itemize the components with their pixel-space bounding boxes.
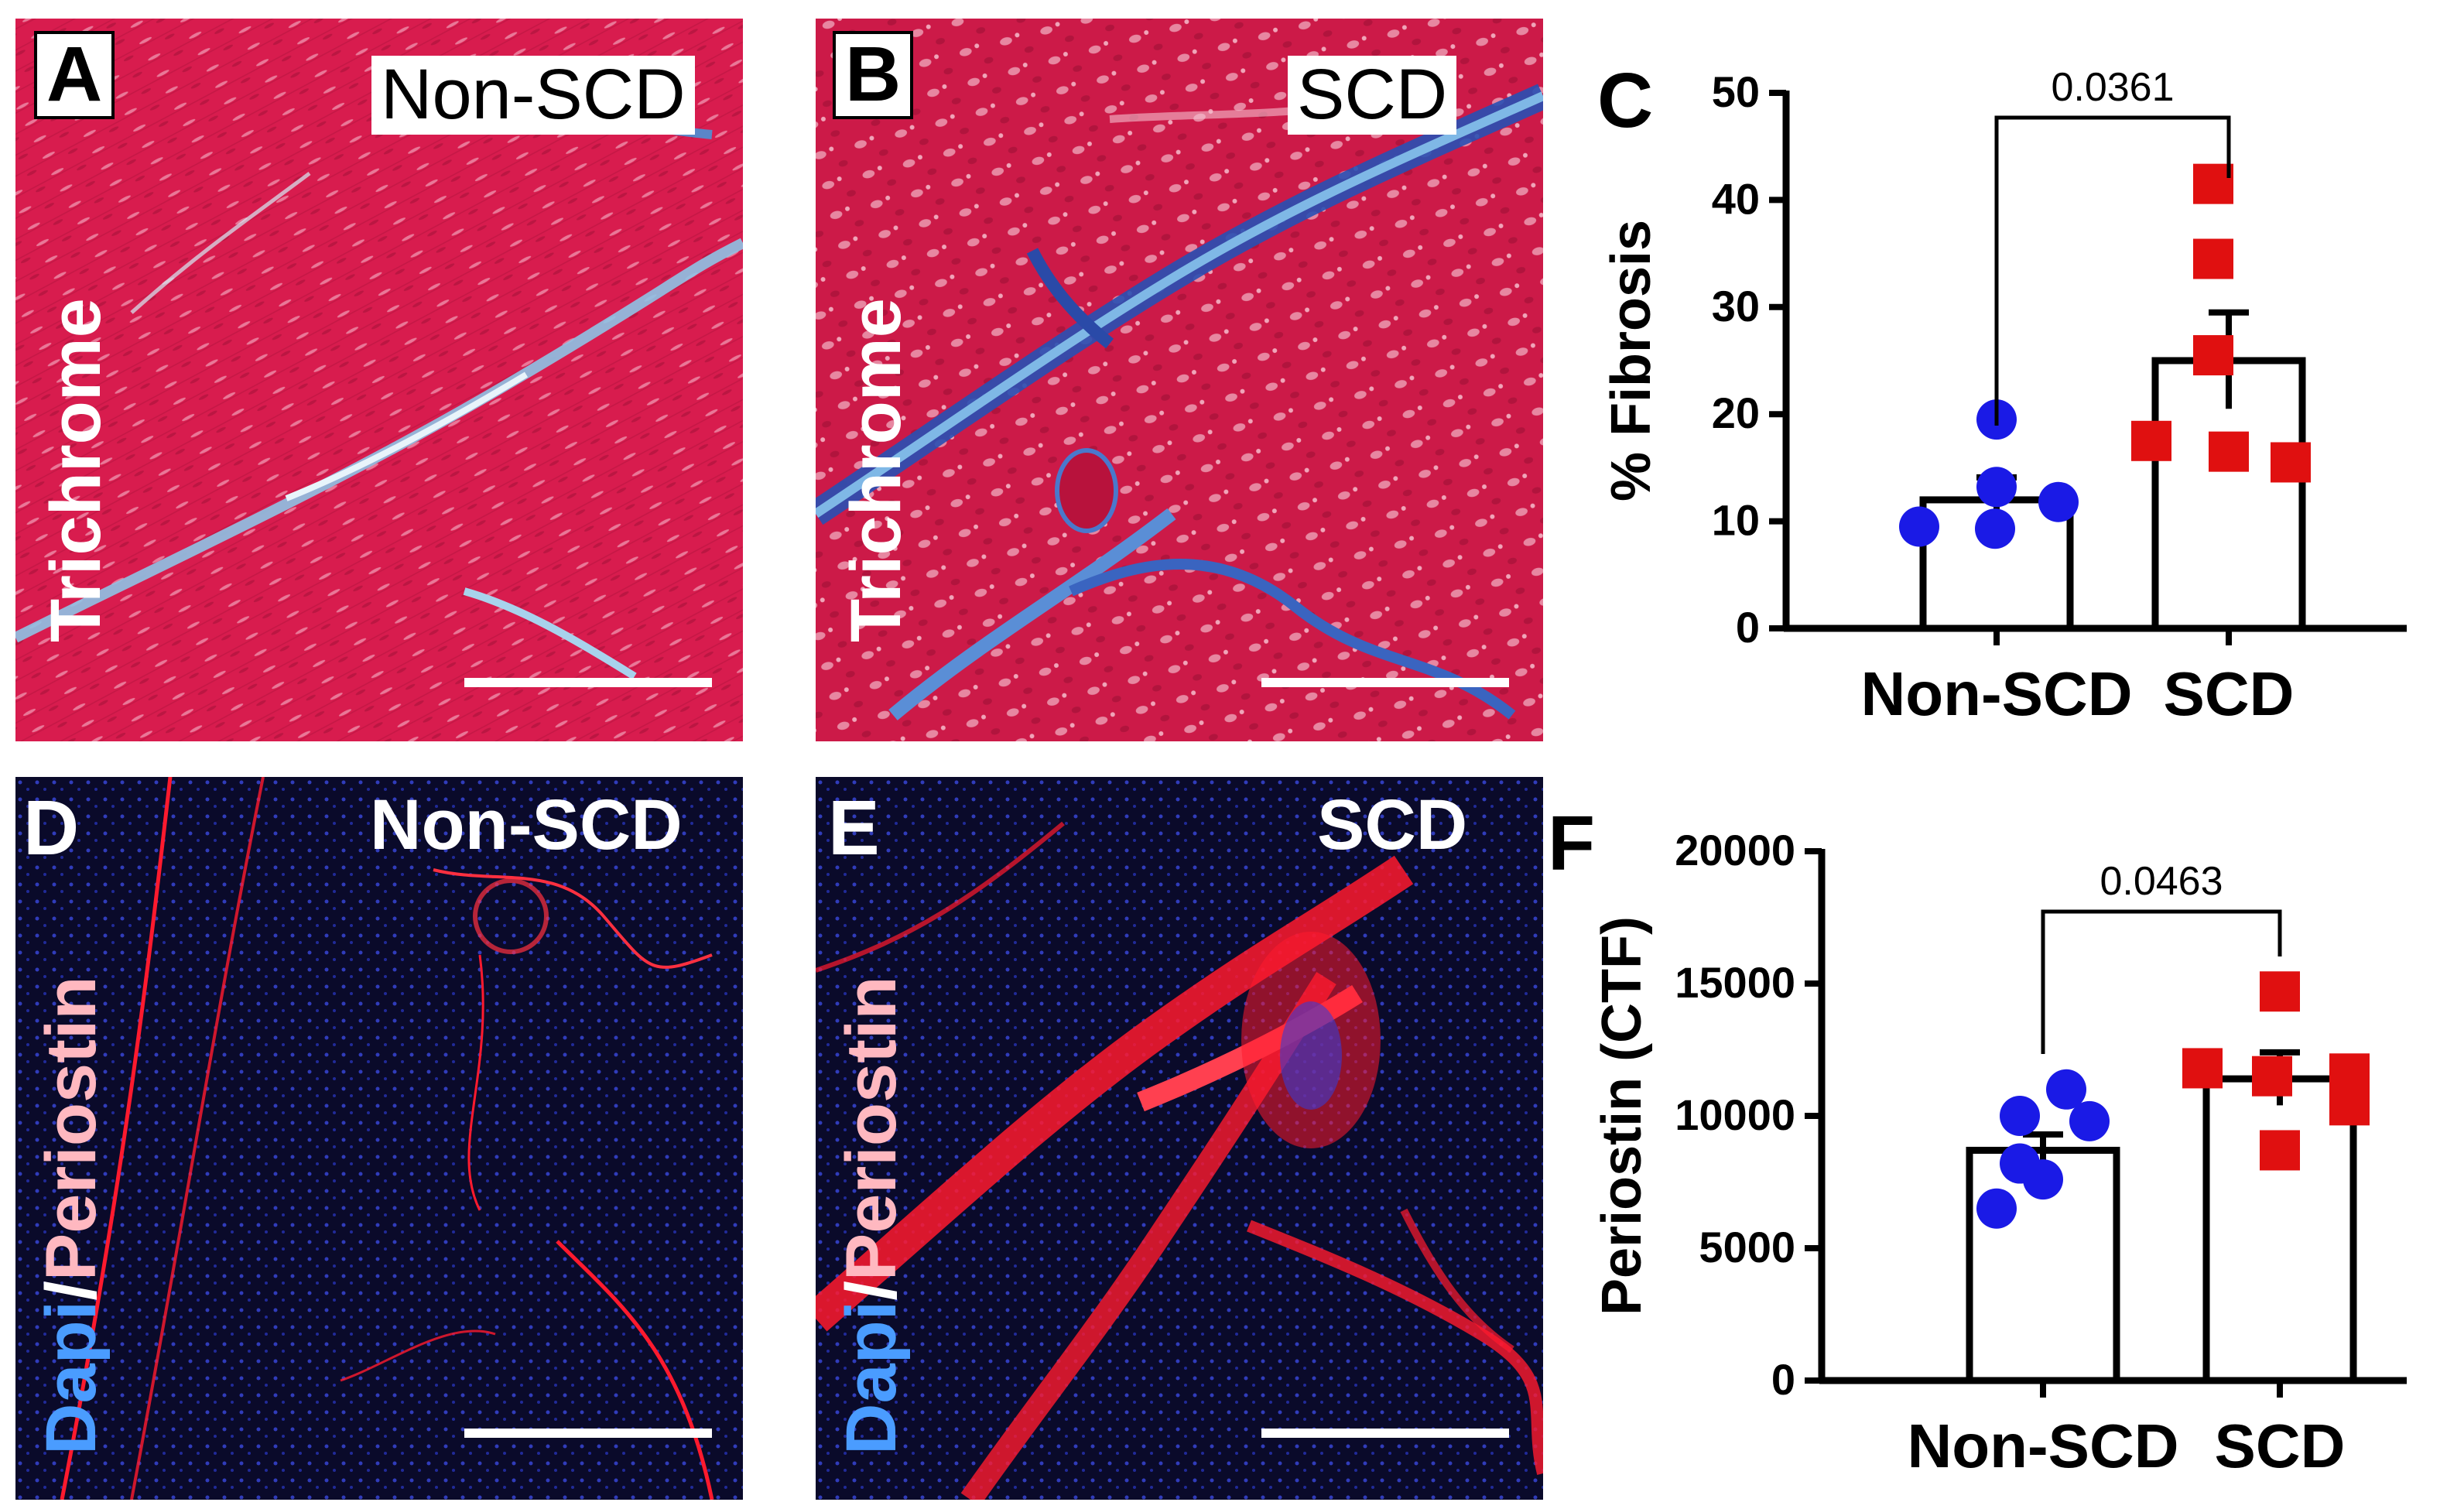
micrograph-trichrome-scd <box>816 19 1543 741</box>
point-scd <box>2193 335 2233 376</box>
point-scd <box>2193 238 2233 279</box>
point-scd <box>2260 971 2300 1012</box>
point-scd <box>2252 1056 2292 1097</box>
condition-label-a: Non-SCD <box>371 56 695 135</box>
x-tick-label: Non-SCD <box>1860 659 2132 728</box>
periostin-image-e <box>816 777 1543 1500</box>
y-tick-label: 10 <box>1712 496 1760 545</box>
panel-letter-e: E <box>828 785 880 871</box>
periostin-chart-svg: 0 5000 10000 15000 20000 Periostin (CTF) Non-S… <box>1591 826 2407 1480</box>
periostin-image-d <box>15 777 743 1500</box>
y-tick-label: 40 <box>1712 174 1760 223</box>
y-tick-label: 0 <box>1771 1355 1795 1404</box>
stain-periostin-d: Periostin <box>32 976 111 1281</box>
stain-dapi-d: Dapi <box>32 1300 111 1455</box>
point-non-scd <box>2038 481 2079 522</box>
trichrome-image-b <box>816 19 1543 741</box>
point-non-scd <box>2046 1069 2086 1110</box>
fibrosis-chart-svg: 0 10 20 30 40 50 % Fibrosis Non-SCD SCD 0.0361 <box>1600 65 2407 728</box>
stain-label-e: Dapi/Periostin <box>832 976 911 1455</box>
y-axis-label: Periostin (CTF) <box>1591 916 1653 1316</box>
point-scd <box>2209 431 2249 472</box>
y-tick-label: 10000 <box>1675 1090 1795 1139</box>
y-tick-label: 15000 <box>1675 958 1795 1007</box>
y-tick-label: 30 <box>1712 282 1760 330</box>
fibrosis-chart: 0 10 20 30 40 50 % Fibrosis Non-SCD SCD 0.0361 <box>1600 46 2461 743</box>
point-scd <box>2329 1085 2370 1126</box>
x-tick-label: SCD <box>2215 1411 2346 1480</box>
point-scd <box>2260 1130 2300 1171</box>
stain-separator-e: / <box>832 1281 911 1301</box>
micrograph-periostin-scd <box>816 777 1543 1500</box>
point-non-scd <box>2023 1159 2063 1200</box>
point-scd <box>2182 1048 2223 1089</box>
significance-bracket <box>1994 115 2231 426</box>
condition-label-d: Non-SCD <box>370 785 683 864</box>
scale-bar-e <box>1261 1429 1509 1438</box>
micrograph-periostin-non-scd <box>15 777 743 1500</box>
scale-bar-b <box>1261 678 1509 687</box>
point-scd <box>2131 420 2171 461</box>
panel-letter-c: C <box>1597 57 1654 144</box>
point-non-scd <box>2069 1100 2110 1141</box>
point-non-scd <box>1975 508 2015 549</box>
x-tick-label: SCD <box>2164 659 2295 728</box>
scale-bar-d <box>464 1429 712 1438</box>
y-tick-label: 50 <box>1712 67 1760 116</box>
point-non-scd <box>1976 1188 2017 1229</box>
point-scd <box>2271 442 2311 483</box>
condition-label-b: SCD <box>1288 56 1457 135</box>
point-non-scd <box>2000 1096 2040 1136</box>
panel-letter-d: D <box>23 785 80 871</box>
panel-letter-f: F <box>1548 800 1596 887</box>
condition-label-e: SCD <box>1317 785 1468 864</box>
periostin-chart: 0 5000 10000 15000 20000 Periostin (CTF) Non-S… <box>1571 797 2461 1505</box>
y-tick-label: 0 <box>1736 603 1760 652</box>
stain-dapi-e: Dapi <box>832 1300 911 1455</box>
point-non-scd <box>1976 467 2017 508</box>
stain-label-b: Trichrome <box>837 298 915 642</box>
scale-bar-a <box>464 678 712 687</box>
trichrome-image-a <box>15 19 743 741</box>
y-tick-label: 5000 <box>1699 1223 1795 1271</box>
y-tick-label: 20 <box>1712 388 1760 437</box>
significance-bracket <box>2041 909 2282 1054</box>
x-tick-label: Non-SCD <box>1907 1411 2178 1480</box>
p-value-label: 0.0361 <box>2051 65 2174 110</box>
p-value-label: 0.0463 <box>2100 859 2223 904</box>
y-tick-label: 20000 <box>1675 826 1795 874</box>
y-axis-label: % Fibrosis <box>1600 220 1662 501</box>
stain-label-d: Dapi/Periostin <box>32 976 111 1455</box>
stain-separator-d: / <box>32 1281 111 1301</box>
stain-periostin-e: Periostin <box>832 976 911 1281</box>
panel-letter-a: A <box>34 31 115 119</box>
panel-letter-b: B <box>833 31 914 119</box>
stain-label-a: Trichrome <box>36 298 115 642</box>
point-non-scd <box>1899 506 1939 547</box>
point-scd <box>2193 163 2233 204</box>
micrograph-trichrome-non-scd <box>15 19 743 741</box>
